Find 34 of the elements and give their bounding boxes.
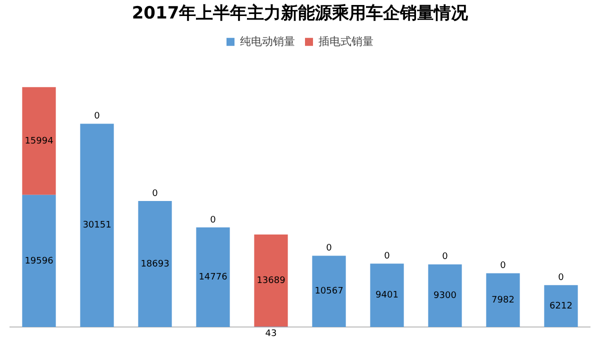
data-label: 6212 [550,301,572,312]
bar [80,124,114,327]
bar [22,194,56,327]
bar [544,285,578,327]
data-label: 0 [94,112,100,122]
chart-title: 2017年上半年主力新能源乘用车企销量情况 [132,4,470,24]
bar [22,87,56,195]
data-label: 0 [500,261,506,272]
bar [138,201,172,327]
data-label: 9401 [376,290,398,301]
legend-label: 纯电动销量 [240,34,295,48]
data-label: 19596 [24,256,54,266]
data-label: 30151 [82,220,112,231]
data-label: 43 [265,328,277,339]
bar [370,264,404,327]
data-label: 0 [384,251,390,262]
data-label: 0 [152,188,158,199]
data-label: 0 [442,252,448,262]
data-label: 13689 [256,276,286,286]
bar [254,234,288,327]
bar [486,273,520,327]
bar [196,227,230,327]
bar [428,264,462,327]
bar [312,256,346,327]
data-label: 0 [558,272,564,283]
data-label: 7982 [492,295,514,306]
data-label: 10567 [314,286,344,297]
data-label: 9300 [434,291,457,302]
data-label: 0 [326,244,332,254]
data-label: 14776 [198,272,228,283]
legend-label: 插电式销量 [318,34,374,48]
data-label: 18693 [140,259,170,270]
data-label: 0 [210,215,216,226]
data-label: 15994 [24,136,54,146]
